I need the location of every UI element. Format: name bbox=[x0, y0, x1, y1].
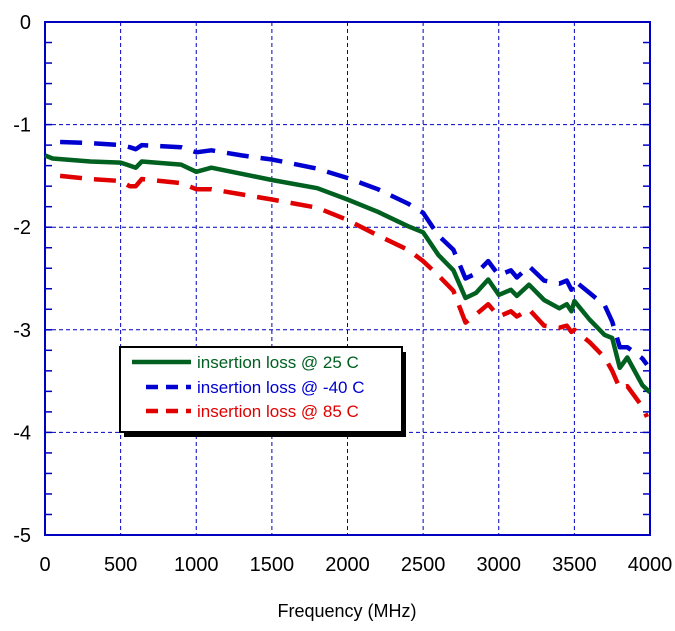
x-tick-label: 0 bbox=[39, 554, 50, 576]
series-line-2 bbox=[59, 173, 650, 418]
x-tick-label: 2500 bbox=[401, 554, 446, 576]
y-tick-label: -2 bbox=[13, 217, 31, 239]
series-line-0 bbox=[44, 153, 652, 395]
x-tick-label: 2000 bbox=[325, 554, 370, 576]
y-tick-label: -5 bbox=[13, 525, 31, 547]
x-axis-title: Frequency (MHz) bbox=[277, 601, 416, 621]
legend-label: insertion loss @ 85 C bbox=[197, 402, 359, 421]
y-tick-label: -4 bbox=[13, 422, 31, 444]
legend-label: insertion loss @ -40 C bbox=[197, 378, 365, 397]
y-tick-label: 0 bbox=[20, 12, 31, 34]
x-tick-label: 1500 bbox=[250, 554, 295, 576]
y-tick-labels: 0 -1 -2 -3 -4 -5 bbox=[13, 12, 31, 547]
plot-frame bbox=[44, 21, 651, 536]
grid bbox=[45, 22, 650, 535]
x-tick-label: 500 bbox=[104, 554, 137, 576]
x-tick-labels: 0 500 1000 1500 2000 2500 3000 3500 4000 bbox=[39, 554, 672, 576]
series-line-1 bbox=[60, 139, 649, 367]
x-tick-label: 3500 bbox=[552, 554, 597, 576]
y-tick-label: -3 bbox=[13, 320, 31, 342]
legend: insertion loss @ 25 C insertion loss @ -4… bbox=[119, 346, 406, 437]
x-tick-label: 3000 bbox=[477, 554, 522, 576]
y-tick-label: -1 bbox=[13, 115, 31, 137]
x-tick-label: 4000 bbox=[628, 554, 673, 576]
x-tick-label: 1000 bbox=[174, 554, 219, 576]
series-layer bbox=[44, 139, 652, 418]
legend-label: insertion loss @ 25 C bbox=[197, 353, 359, 372]
